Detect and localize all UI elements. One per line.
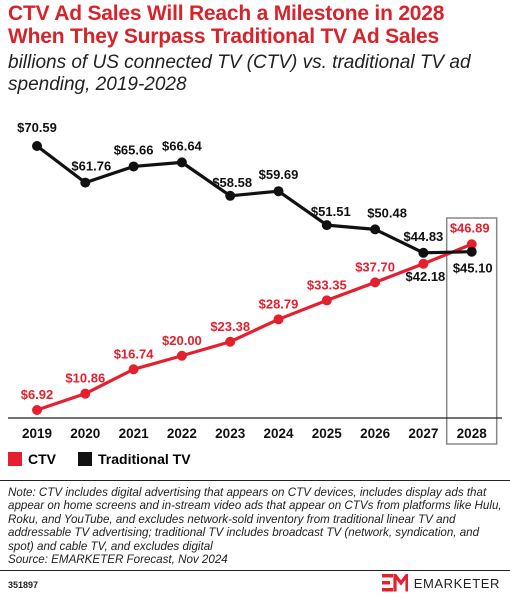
ctv-point-2019: [32, 405, 42, 415]
ctv-data-label-2023: $23.38: [210, 319, 250, 334]
traditional-tv-point-2026: [370, 224, 381, 235]
ctv-data-label-2025: $33.35: [307, 277, 347, 292]
traditional-tv-point-2022: [176, 157, 187, 168]
ctv-point-2028: [466, 239, 477, 250]
series-line-ctv: [36, 242, 473, 412]
ctv-point-2025: [321, 295, 332, 306]
traditional-tv-point-2021: [128, 161, 139, 172]
ctv-data-label-2024: $28.79: [259, 296, 299, 311]
ctv-point-2023: [225, 336, 236, 347]
traditional-tv-point-2027: [418, 247, 429, 258]
traditional-tv-point-2024: [273, 186, 284, 197]
ctv-point-2026: [370, 277, 381, 288]
ctv-point-2022: [176, 350, 187, 361]
legend-swatch-traditional-tv: [78, 452, 92, 466]
x-tick-label-2020: 2020: [70, 426, 100, 441]
traditional-tv-point-2020: [80, 177, 91, 188]
emarketer-logo-icon: [381, 574, 408, 592]
series-line-traditional-tv: [36, 144, 472, 255]
divider: [0, 480, 510, 481]
chart-note: Note: CTV includes digital advertising t…: [8, 486, 506, 566]
ctv-point-2024: [273, 314, 284, 325]
chart-title: CTV Ad Sales Will Reach a Milestone in 2…: [8, 2, 445, 48]
traditional-tv-data-label-2028: $45.10: [453, 261, 493, 276]
ctv-data-label-2027: $42.18: [406, 269, 446, 284]
x-tick-label-2027: 2027: [408, 426, 438, 441]
traditional-tv-data-label-2024: $59.69: [259, 167, 299, 182]
chart-legend: CTV Traditional TV: [8, 449, 213, 469]
highlight-box-2028: [445, 217, 498, 445]
ctv-data-label-2019: $6.92: [21, 387, 54, 402]
legend-item-traditional-tv: Traditional TV: [78, 451, 191, 467]
x-tick-label-2022: 2022: [167, 426, 197, 441]
traditional-tv-point-2023: [225, 190, 236, 201]
traditional-tv-data-label-2023: $58.58: [212, 175, 252, 190]
traditional-tv-data-label-2027: $44.83: [404, 229, 444, 244]
traditional-tv-point-2019: [32, 141, 42, 151]
brand-name: EMARKETER: [413, 575, 500, 591]
ctv-data-label-2026: $37.70: [355, 259, 395, 274]
traditional-tv-data-label-2019: $70.59: [17, 120, 57, 135]
source-text: Source: EMARKETER Forecast, Nov 2024: [8, 553, 228, 567]
traditional-tv-point-2025: [321, 220, 332, 231]
x-tick-label-2024: 2024: [263, 426, 294, 441]
ctv-data-label-2022: $20.00: [162, 333, 202, 348]
x-tick-label-2019: 2019: [22, 426, 52, 441]
legend-swatch-ctv: [8, 452, 22, 466]
legend-label-traditional-tv: Traditional TV: [98, 451, 191, 467]
footer-divider: [0, 570, 510, 571]
ctv-data-label-2028: $46.89: [450, 220, 490, 235]
ctv-data-label-2020: $10.86: [65, 371, 105, 386]
x-tick-label-2026: 2026: [360, 426, 391, 441]
ctv-point-2021: [128, 364, 139, 375]
brand-logo: EMARKETER: [381, 574, 500, 592]
x-tick-label-2021: 2021: [119, 426, 150, 441]
traditional-tv-data-label-2025: $51.51: [311, 204, 351, 219]
traditional-tv-point-2028: [466, 246, 477, 257]
traditional-tv-data-label-2021: $65.66: [114, 142, 154, 157]
x-tick-label-2028: 2028: [457, 426, 488, 441]
legend-label-ctv: CTV: [28, 451, 56, 467]
legend-item-ctv: CTV: [8, 451, 56, 467]
chart-subtitle: billions of US connected TV (CTV) vs. tr…: [8, 52, 471, 95]
traditional-tv-data-label-2022: $66.64: [162, 138, 203, 153]
ctv-point-2027: [418, 258, 429, 269]
chart-id: 351897: [8, 580, 39, 590]
x-tick-label-2023: 2023: [215, 426, 246, 441]
note-text: Note: CTV includes digital advertising t…: [8, 486, 502, 553]
ctv-data-label-2021: $16.74: [114, 346, 155, 361]
traditional-tv-data-label-2026: $50.48: [367, 205, 407, 220]
x-tick-label-2025: 2025: [312, 426, 343, 441]
line-chart: 2019 2020 2021 2022 2023 2024 2025 2026 2027 2028…: [8, 120, 502, 445]
ctv-point-2020: [80, 388, 91, 399]
traditional-tv-data-label-2020: $61.76: [71, 159, 111, 174]
